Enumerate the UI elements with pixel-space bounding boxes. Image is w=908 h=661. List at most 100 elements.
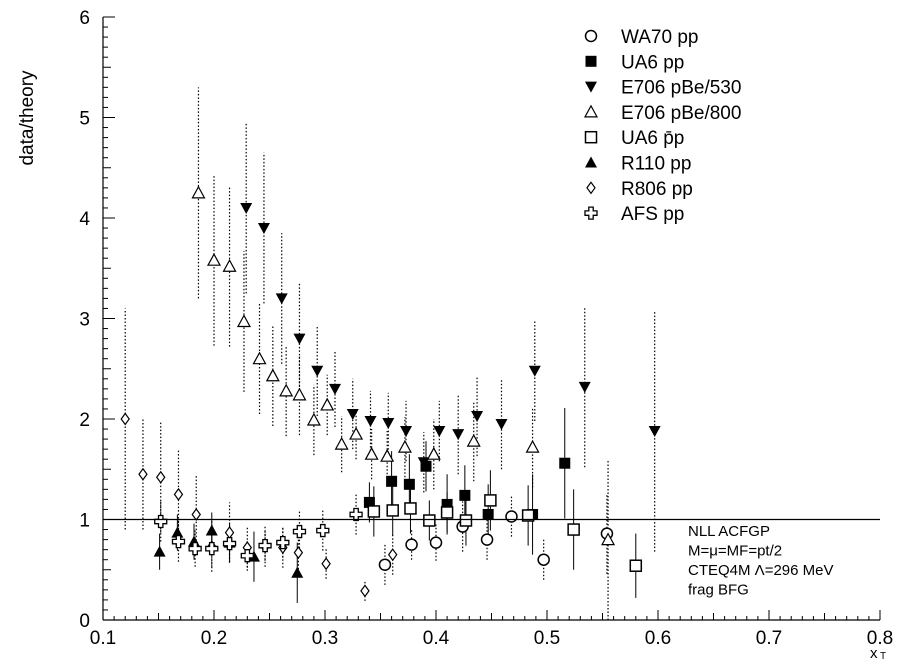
data-point	[484, 494, 497, 507]
error-bars	[124, 87, 656, 620]
data-point	[386, 475, 398, 487]
data-point	[346, 408, 359, 420]
data-point	[400, 426, 413, 438]
data-point	[258, 538, 272, 553]
data-point	[601, 532, 616, 546]
legend-label: UA6 pp	[621, 52, 684, 73]
data-point	[334, 436, 349, 450]
x-tick-label: 0.3	[312, 628, 338, 649]
data-point	[423, 514, 436, 527]
data-point	[240, 202, 253, 214]
data-point	[349, 507, 363, 522]
data-point	[441, 498, 453, 510]
data-point	[378, 558, 392, 571]
legend: WA70 pp UA6 pp E706 pBe/530 E706 pBe/800 UA6…	[583, 27, 741, 225]
data-point	[265, 368, 280, 382]
data-point	[459, 514, 473, 527]
data-point	[188, 541, 202, 556]
x-axis-title-subscript: T	[880, 651, 886, 661]
y-tick-label: 0	[79, 611, 90, 632]
data-point	[222, 536, 237, 551]
data-point	[363, 496, 375, 508]
legend-marker	[585, 55, 597, 67]
legend-label: AFS pp	[621, 204, 684, 225]
annotation-line: CTEQ4M Λ=296 MeV	[688, 562, 834, 579]
data-point	[417, 457, 430, 469]
data-point	[382, 418, 395, 430]
annotation-line: frag BFG	[688, 582, 749, 599]
annotation: NLL ACFGP M=μ=MF=pt/2 CTEQ4M Λ=296 MeV frag…	[688, 523, 834, 599]
data-point	[403, 478, 415, 490]
data-point	[466, 433, 481, 447]
data-point	[364, 446, 379, 460]
legend-marker	[585, 81, 597, 93]
legend-marker	[584, 29, 598, 43]
data-point	[279, 383, 294, 397]
data-point	[293, 546, 304, 560]
data-point	[224, 526, 235, 540]
data-point	[440, 506, 454, 519]
data-point	[316, 523, 330, 538]
data-point	[293, 333, 306, 345]
data-point	[171, 534, 186, 549]
data-point	[206, 252, 222, 266]
data-point	[205, 541, 219, 556]
legend-marker	[586, 181, 596, 195]
data-point	[471, 410, 484, 422]
data-point	[236, 314, 251, 328]
x-tick-label: 0.7	[756, 628, 782, 649]
axes: 0.1 0.2 0.3 0.4 0.5 0.6 0.7 0.8 0 1 2 3 4 5 6 data/theo…	[17, 8, 893, 661]
data-point	[320, 397, 335, 411]
legend-label: R806 pp	[621, 179, 693, 200]
data-point	[276, 535, 290, 550]
data-point	[364, 416, 377, 428]
data-point	[360, 584, 370, 598]
legend-marker	[583, 104, 599, 118]
data-point	[328, 383, 341, 395]
x-tick-label: 0.2	[201, 628, 227, 649]
data-point	[138, 467, 148, 481]
y-tick-label: 2	[79, 410, 90, 431]
data-point	[482, 508, 494, 520]
y-tick-label: 6	[79, 8, 90, 29]
y-tick-label: 4	[79, 209, 90, 230]
data-point	[525, 439, 540, 453]
legend-label: UA6 p̄p	[621, 128, 684, 149]
data-point	[567, 523, 580, 536]
data-point	[252, 351, 267, 365]
data-point	[349, 426, 364, 440]
y-tick-label: 1	[79, 511, 90, 532]
data-point	[386, 504, 399, 517]
data-point	[397, 439, 412, 453]
data-point	[257, 223, 270, 235]
data-point	[452, 429, 465, 441]
x-tick-label: 0.8	[867, 628, 893, 649]
data-point	[405, 538, 418, 551]
data-point	[191, 185, 206, 199]
x-tick-label: 0.5	[534, 628, 560, 649]
y-axis-title: data/theory	[17, 70, 38, 166]
x-tick-label: 0.1	[90, 628, 116, 649]
data-point	[387, 548, 398, 562]
x-axis-title: x	[870, 645, 878, 661]
data-point	[537, 553, 550, 566]
data-point	[205, 524, 218, 536]
data-point	[171, 526, 184, 538]
data-point	[404, 502, 417, 515]
data-point	[247, 550, 260, 562]
x-tick-label: 0.4	[423, 628, 450, 649]
data-point	[648, 426, 661, 438]
data-point	[559, 457, 571, 469]
legend-marker	[585, 156, 597, 168]
data-point	[311, 365, 324, 377]
data-point	[154, 514, 168, 529]
data-point	[420, 460, 432, 472]
data-point	[292, 387, 307, 401]
legend-label: E706 pBe/800	[621, 103, 741, 124]
legend-label: R110 pp	[621, 154, 691, 175]
data-point	[306, 412, 321, 426]
data-point	[480, 533, 494, 546]
data-point	[222, 258, 237, 272]
data-point	[521, 509, 535, 522]
data-point	[240, 549, 254, 563]
